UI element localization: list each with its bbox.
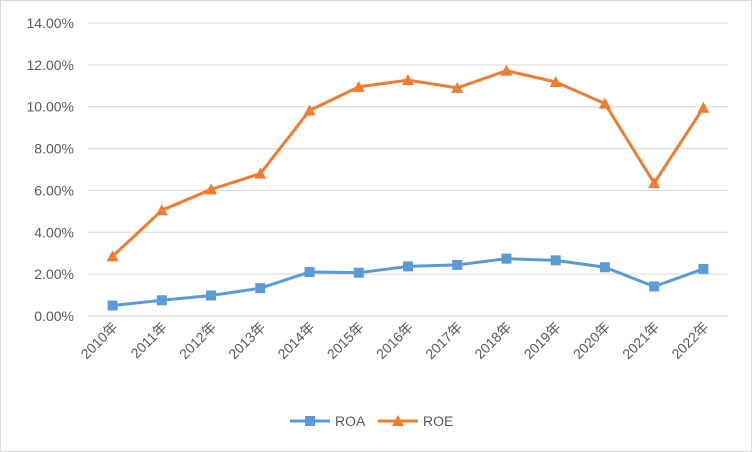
x-tick-label: 2013年 <box>225 319 268 362</box>
legend-swatch-marker <box>392 415 404 426</box>
legend-item-roa: ROA <box>290 413 366 429</box>
data-point-roe <box>352 80 365 92</box>
x-tick-label: 2022年 <box>668 319 711 362</box>
y-tick-label: 0.00% <box>34 308 74 324</box>
data-point-roe <box>598 97 611 109</box>
x-tick-label: 2021年 <box>619 319 662 362</box>
data-point-roe <box>106 250 119 262</box>
data-point-roa <box>550 255 561 266</box>
legend: ROA ROE <box>290 413 453 429</box>
y-tick-label: 12.00% <box>27 57 74 73</box>
data-point-roe <box>155 204 168 216</box>
data-point-roa <box>107 300 118 311</box>
data-point-roa <box>206 290 217 301</box>
data-point-roa <box>353 267 364 278</box>
data-point-roa <box>156 295 167 306</box>
y-tick-label: 6.00% <box>34 182 74 198</box>
y-tick-label: 4.00% <box>34 224 74 240</box>
data-point-roe <box>303 104 316 116</box>
series-roe <box>106 64 710 262</box>
data-point-roa <box>255 283 266 294</box>
legend-swatch-marker <box>305 416 315 426</box>
series-lines <box>106 64 710 311</box>
y-axis-tick-labels: 0.00% 2.00% 4.00% 6.00% 8.00% 10.00% 12.00% 14.… <box>27 15 74 324</box>
gridlines <box>88 22 728 317</box>
data-point-roa <box>403 261 413 272</box>
data-point-roe <box>402 74 414 86</box>
legend-item-roe: ROE <box>378 413 453 429</box>
data-point-roe <box>697 101 710 113</box>
data-point-roe <box>254 167 267 179</box>
x-tick-label: 2020年 <box>570 319 613 362</box>
y-tick-label: 10.00% <box>27 99 74 115</box>
x-tick-label: 2019年 <box>521 319 564 362</box>
x-tick-label: 2018年 <box>471 319 514 362</box>
data-point-roa <box>501 253 512 264</box>
legend-label: ROE <box>423 413 453 429</box>
y-tick-label: 8.00% <box>34 141 74 157</box>
x-tick-label: 2014年 <box>274 319 317 362</box>
y-tick-label: 2.00% <box>34 266 74 282</box>
data-point-roe <box>648 177 661 189</box>
x-tick-label: 2016年 <box>373 319 416 362</box>
x-tick-label: 2010年 <box>77 319 120 362</box>
data-point-roa <box>304 267 315 278</box>
x-tick-label: 2015年 <box>324 319 367 362</box>
data-point-roe <box>205 183 218 195</box>
legend-label: ROA <box>335 413 366 429</box>
y-tick-label: 14.00% <box>27 15 74 31</box>
data-point-roa <box>698 263 709 274</box>
data-point-roa <box>452 259 463 270</box>
data-point-roe <box>451 81 464 93</box>
x-axis-tick-labels: 2010年 2011年 2012年 2013年 2014年 2015年 2016年 2017年… <box>77 319 711 362</box>
x-tick-label: 2017年 <box>422 319 465 362</box>
series-roa <box>107 253 709 311</box>
data-point-roa <box>649 281 660 292</box>
series-line-roe <box>111 69 705 258</box>
data-point-roe <box>549 76 562 88</box>
x-tick-label: 2012年 <box>176 319 219 362</box>
x-tick-label: 2011年 <box>127 319 170 362</box>
data-point-roa <box>599 262 610 273</box>
data-point-roe <box>500 64 513 76</box>
